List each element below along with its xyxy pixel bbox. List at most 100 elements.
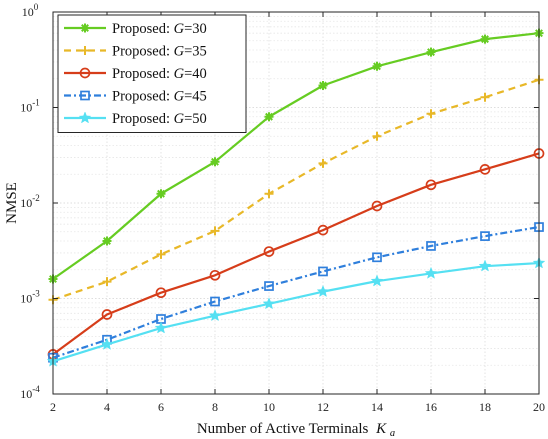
legend-item: Proposed: G=50 xyxy=(64,111,207,127)
legend-label-name: Proposed: xyxy=(112,44,174,60)
x-tick-label: 20 xyxy=(533,400,545,414)
series-line xyxy=(52,152,540,356)
data-point xyxy=(102,277,112,287)
data-point xyxy=(210,296,220,307)
legend-item: Proposed: G=30 xyxy=(64,21,207,37)
legend-label-value: =50 xyxy=(184,111,207,127)
y-tick-label: 10-4 xyxy=(20,384,40,401)
data-point xyxy=(155,287,167,299)
data-point xyxy=(371,200,383,212)
data-point xyxy=(426,109,436,119)
y-tick-label-base: 10 xyxy=(22,5,34,19)
x-axis-label-subscript: a xyxy=(390,428,395,439)
legend-label-name: Proposed: xyxy=(112,111,174,127)
x-tick-label: 14 xyxy=(371,400,383,414)
data-point xyxy=(318,80,328,90)
data-point xyxy=(101,309,113,320)
y-tick-label-base: 10 xyxy=(20,101,32,115)
legend-marker xyxy=(80,90,90,101)
x-tick-label: 6 xyxy=(158,400,164,414)
data-point xyxy=(317,224,329,236)
data-point xyxy=(210,157,220,167)
data-point xyxy=(478,259,492,272)
data-point xyxy=(318,158,328,168)
y-tick-label-base: 10 xyxy=(20,196,32,210)
legend-label-name: Proposed: xyxy=(112,66,174,82)
legend-label: Proposed: G=40 xyxy=(112,66,207,82)
data-point xyxy=(372,131,382,141)
data-point xyxy=(100,337,114,350)
data-point xyxy=(480,34,490,44)
data-point xyxy=(263,246,275,257)
legend-label-value: =30 xyxy=(184,21,207,37)
data-point xyxy=(318,266,328,277)
x-axis-label: Number of Active Terminals K a xyxy=(197,421,395,439)
y-tick-label-exponent: -1 xyxy=(32,98,40,108)
y-tick-label-exponent: -4 xyxy=(32,384,40,394)
y-tick-label: 10-1 xyxy=(20,98,40,115)
legend-label-variable: G xyxy=(174,66,185,82)
legend-label-variable: G xyxy=(174,89,185,105)
legend-marker xyxy=(78,111,92,124)
data-point xyxy=(372,61,382,71)
legend-label-value: =40 xyxy=(184,66,207,82)
x-tick-label: 16 xyxy=(425,400,437,414)
data-point xyxy=(426,241,436,251)
y-axis-label: NMSE xyxy=(4,182,20,224)
data-point xyxy=(426,47,436,57)
x-tick-label: 8 xyxy=(212,400,218,414)
series-line xyxy=(52,78,540,301)
legend-label-variable: G xyxy=(174,44,185,60)
data-point xyxy=(425,179,437,191)
legend-marker xyxy=(80,23,90,33)
legend-item: Proposed: G=35 xyxy=(64,44,207,60)
series-1 xyxy=(48,28,544,284)
series-line xyxy=(52,261,540,363)
series-line xyxy=(52,32,540,280)
legend-label-name: Proposed: xyxy=(112,89,174,105)
x-axis-label-variable: K xyxy=(375,421,387,437)
data-point xyxy=(209,269,221,281)
y-tick-label-exponent: 0 xyxy=(34,2,39,12)
legend-label-name: Proposed: xyxy=(112,21,174,37)
x-tick-label: 18 xyxy=(479,400,491,414)
y-tick-label-exponent: -3 xyxy=(32,289,40,299)
legend-label-variable: G xyxy=(174,111,185,127)
legend-label-value: =45 xyxy=(184,89,207,105)
data-point xyxy=(208,309,222,322)
data-point xyxy=(264,112,274,122)
x-tick-label: 4 xyxy=(104,400,110,414)
data-point xyxy=(480,231,490,241)
y-tick-label: 100 xyxy=(22,2,39,19)
legend-item: Proposed: G=40 xyxy=(64,66,207,82)
legend-label: Proposed: G=50 xyxy=(112,111,207,127)
legend-label: Proposed: G=45 xyxy=(112,89,207,105)
y-tick-label-base: 10 xyxy=(20,292,32,306)
series-line xyxy=(52,225,540,359)
data-point xyxy=(262,297,276,310)
data-point xyxy=(264,189,274,199)
legend-item: Proposed: G=45 xyxy=(64,89,207,105)
legend-label-variable: G xyxy=(174,21,185,37)
data-point xyxy=(316,284,330,298)
y-tick-label: 10-2 xyxy=(20,193,40,210)
data-point xyxy=(370,274,384,287)
data-point xyxy=(480,92,490,102)
data-point xyxy=(210,226,220,236)
data-point xyxy=(372,252,382,263)
data-point xyxy=(424,266,438,279)
x-tick-label: 2 xyxy=(50,400,56,414)
data-point xyxy=(154,321,168,334)
y-tick-label-base: 10 xyxy=(20,387,32,401)
x-axis-label-text: Number of Active Terminals xyxy=(197,421,369,437)
legend-label: Proposed: G=35 xyxy=(112,44,207,60)
legend-marker xyxy=(79,67,91,79)
data-point xyxy=(102,236,112,246)
data-point xyxy=(479,164,491,175)
legend-label: Proposed: G=30 xyxy=(112,21,207,37)
legend-marker xyxy=(80,46,90,55)
y-tick-label-exponent: -2 xyxy=(32,193,40,203)
